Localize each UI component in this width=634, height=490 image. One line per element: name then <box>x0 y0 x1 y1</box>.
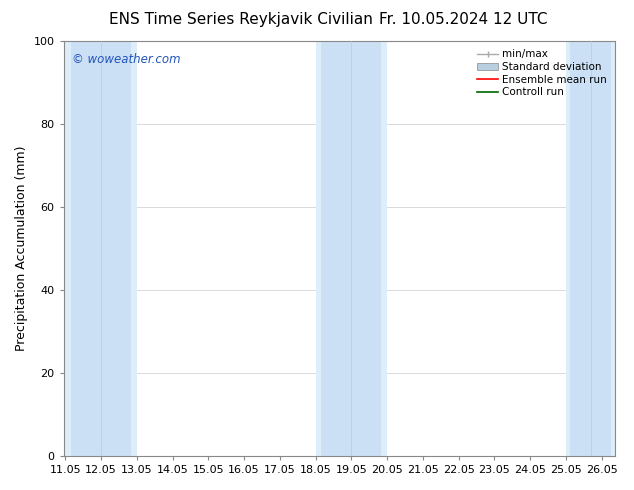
Bar <box>570 41 611 456</box>
Bar <box>71 41 131 456</box>
Y-axis label: Precipitation Accumulation (mm): Precipitation Accumulation (mm) <box>15 146 28 351</box>
Bar <box>321 41 382 456</box>
Bar <box>65 41 137 456</box>
Text: © woweather.com: © woweather.com <box>72 53 181 67</box>
Bar <box>316 41 387 456</box>
Text: ENS Time Series Reykjavik Civilian: ENS Time Series Reykjavik Civilian <box>109 12 373 27</box>
Text: Fr. 10.05.2024 12 UTC: Fr. 10.05.2024 12 UTC <box>378 12 547 27</box>
Legend: min/max, Standard deviation, Ensemble mean run, Controll run: min/max, Standard deviation, Ensemble me… <box>474 46 610 100</box>
Bar <box>566 41 615 456</box>
